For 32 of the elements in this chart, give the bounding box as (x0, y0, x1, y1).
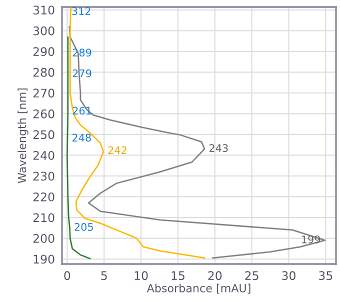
x-tick-label: 15 (172, 271, 184, 280)
y-tick-label: 190 (34, 254, 54, 264)
y-tick-label: 310 (33, 6, 54, 15)
y-tick-label: 280 (33, 68, 54, 77)
x-tick-label: 5 (101, 271, 107, 280)
annotation: 205 (74, 223, 93, 231)
annotation: 248 (72, 134, 91, 142)
x-tick-label: 25 (245, 271, 258, 280)
annotation: 199 (302, 235, 320, 244)
x-tick-label: 20 (208, 271, 222, 280)
y-axis-title: Wavelength [nm] (18, 88, 28, 184)
x-tick-label: 0 (64, 271, 70, 280)
y-tick-label: 220 (33, 192, 54, 202)
y-tick-label: 270 (33, 88, 54, 98)
x-tick-label: 10 (134, 271, 148, 280)
x-tick-label: 30 (282, 271, 296, 280)
y-tick-label: 200 (33, 234, 54, 243)
y-tick-label: 210 (33, 213, 54, 222)
line-series (66, 36, 91, 260)
y-tick-label: 240 (33, 150, 54, 160)
line-series (69, 7, 206, 259)
x-axis-title: Absorbance [mAU] (146, 284, 250, 294)
y-tick-label: 300 (33, 26, 54, 36)
x-tick-label: 35 (319, 271, 332, 280)
y-tick-label: 260 (33, 109, 54, 118)
annotation: 243 (209, 144, 228, 152)
y-tick-label: 230 (33, 172, 54, 181)
annotation: 242 (108, 146, 126, 154)
annotation: 312 (72, 7, 90, 16)
y-tick-label: 250 (33, 130, 54, 140)
y-tick-label: 290 (33, 47, 54, 56)
line-series (68, 26, 326, 259)
